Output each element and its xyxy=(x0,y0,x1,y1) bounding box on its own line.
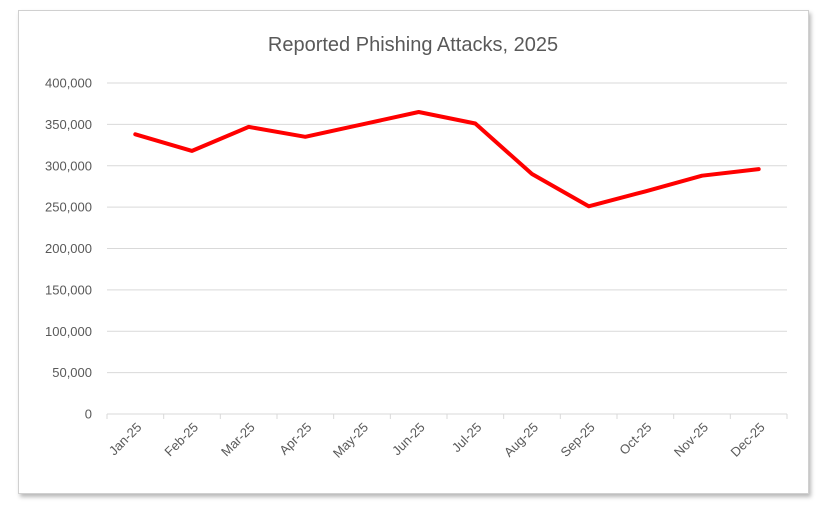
y-tick-label: 100,000 xyxy=(45,324,92,339)
y-tick-label: 300,000 xyxy=(45,158,92,173)
chart-title: Reported Phishing Attacks, 2025 xyxy=(268,34,558,56)
y-tick-label: 350,000 xyxy=(45,117,92,132)
series-line xyxy=(133,110,761,209)
x-axis xyxy=(106,413,788,419)
x-tick-label: Sep-25 xyxy=(558,420,598,460)
y-tick-label: 400,000 xyxy=(45,76,92,91)
x-tick-label: Nov-25 xyxy=(671,420,711,460)
gridlines xyxy=(107,82,787,374)
x-tick-label: Jul-25 xyxy=(449,420,485,456)
y-tick-label: 200,000 xyxy=(45,241,92,256)
x-tick-label: May-25 xyxy=(330,420,371,461)
x-tick-label: Dec-25 xyxy=(728,420,768,460)
y-tick-label: 50,000 xyxy=(52,365,92,380)
x-tick-label: Jun-25 xyxy=(389,420,428,459)
x-tick-label: Jan-25 xyxy=(106,420,145,459)
x-tick-label: Feb-25 xyxy=(161,420,201,460)
chart-container xyxy=(18,10,809,494)
y-tick-label: 0 xyxy=(85,407,92,422)
x-axis-tick-labels: Jan-25 Feb-25 Mar-25 Apr-25 May-25 Jun-25 Jul-… xyxy=(106,420,768,461)
y-tick-label: 250,000 xyxy=(45,200,92,215)
series-group xyxy=(133,110,761,209)
x-tick-label: Mar-25 xyxy=(218,420,258,460)
x-tick-label: Aug-25 xyxy=(501,420,541,460)
y-axis-tick-labels: 0 50,000 100,000 150,000 200,000 250,000 300,0… xyxy=(45,76,92,422)
y-tick-label: 150,000 xyxy=(45,282,92,297)
x-tick-label: Apr-25 xyxy=(276,420,314,458)
x-tick-label: Oct-25 xyxy=(616,420,654,458)
